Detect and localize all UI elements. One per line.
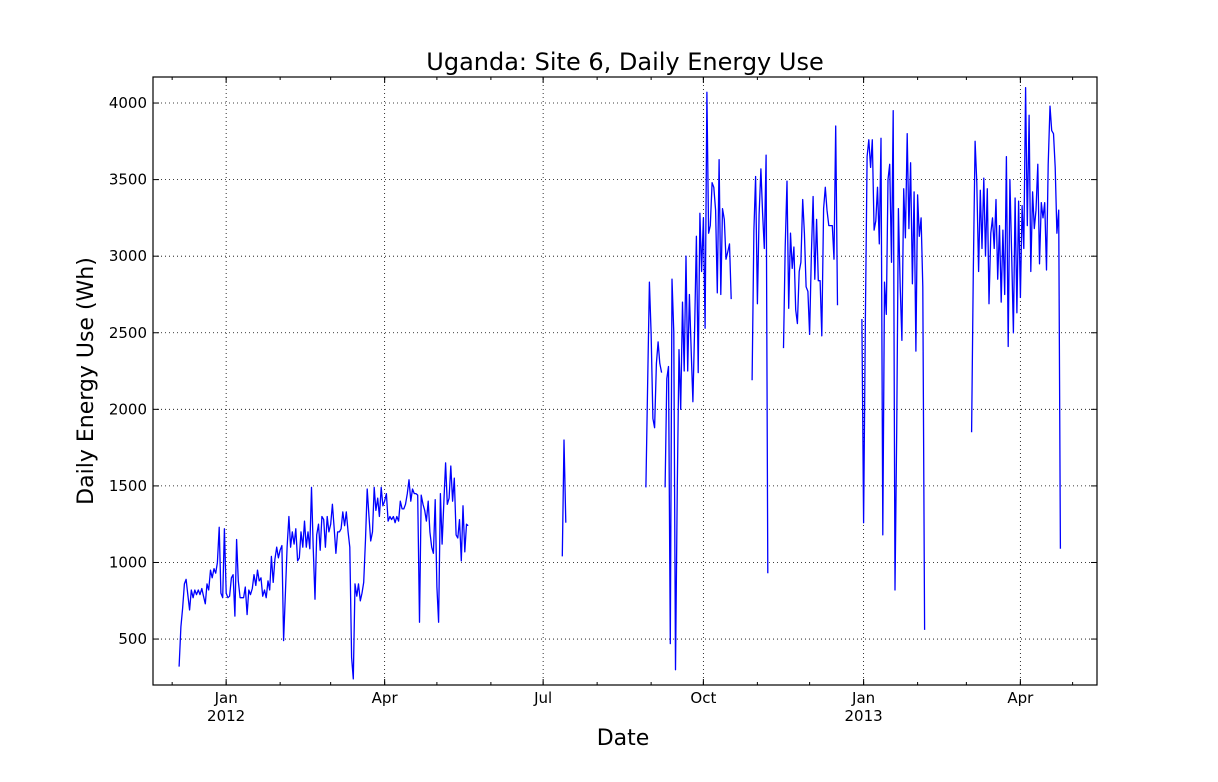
y-tick-label: 1500 — [109, 477, 147, 495]
y-tick-label: 3000 — [109, 247, 147, 265]
series-line-segment — [561, 439, 567, 557]
y-tick-label: 1000 — [109, 553, 147, 571]
y-tick-label: 2500 — [109, 324, 147, 342]
x-tick-label: Jan — [214, 689, 238, 707]
chart-title: Uganda: Site 6, Daily Energy Use — [426, 48, 823, 76]
x-tick-label: Jan — [851, 689, 875, 707]
y-axis-label: Daily Energy Use (Wh) — [74, 257, 99, 505]
series-line-segment — [178, 462, 469, 680]
x-tick-year-label: 2012 — [207, 707, 245, 725]
x-tick-label: Oct — [690, 689, 716, 707]
y-tick-label: 2000 — [109, 400, 147, 418]
x-axis-label: Date — [597, 726, 650, 751]
plot-frame — [152, 76, 1098, 686]
x-tick-label: Jul — [533, 689, 552, 707]
x-tick-year-label: 2013 — [845, 707, 883, 725]
series-line-segment — [861, 110, 926, 630]
ticks: 5001000150020002500300035004000Jan2012Ap… — [109, 77, 1097, 725]
series-line-segment — [664, 91, 732, 671]
series-line-segment — [970, 87, 1062, 549]
grid — [153, 77, 1097, 685]
y-tick-label: 4000 — [109, 94, 147, 112]
y-tick-label: 500 — [118, 630, 147, 648]
series-line-segment — [751, 154, 769, 574]
y-tick-label: 3500 — [109, 171, 147, 189]
x-tick-label: Apr — [1007, 689, 1034, 707]
x-tick-label: Apr — [372, 689, 399, 707]
series-line-segment — [645, 281, 663, 488]
series-layer — [178, 87, 1062, 680]
series-line-segment — [782, 125, 839, 349]
